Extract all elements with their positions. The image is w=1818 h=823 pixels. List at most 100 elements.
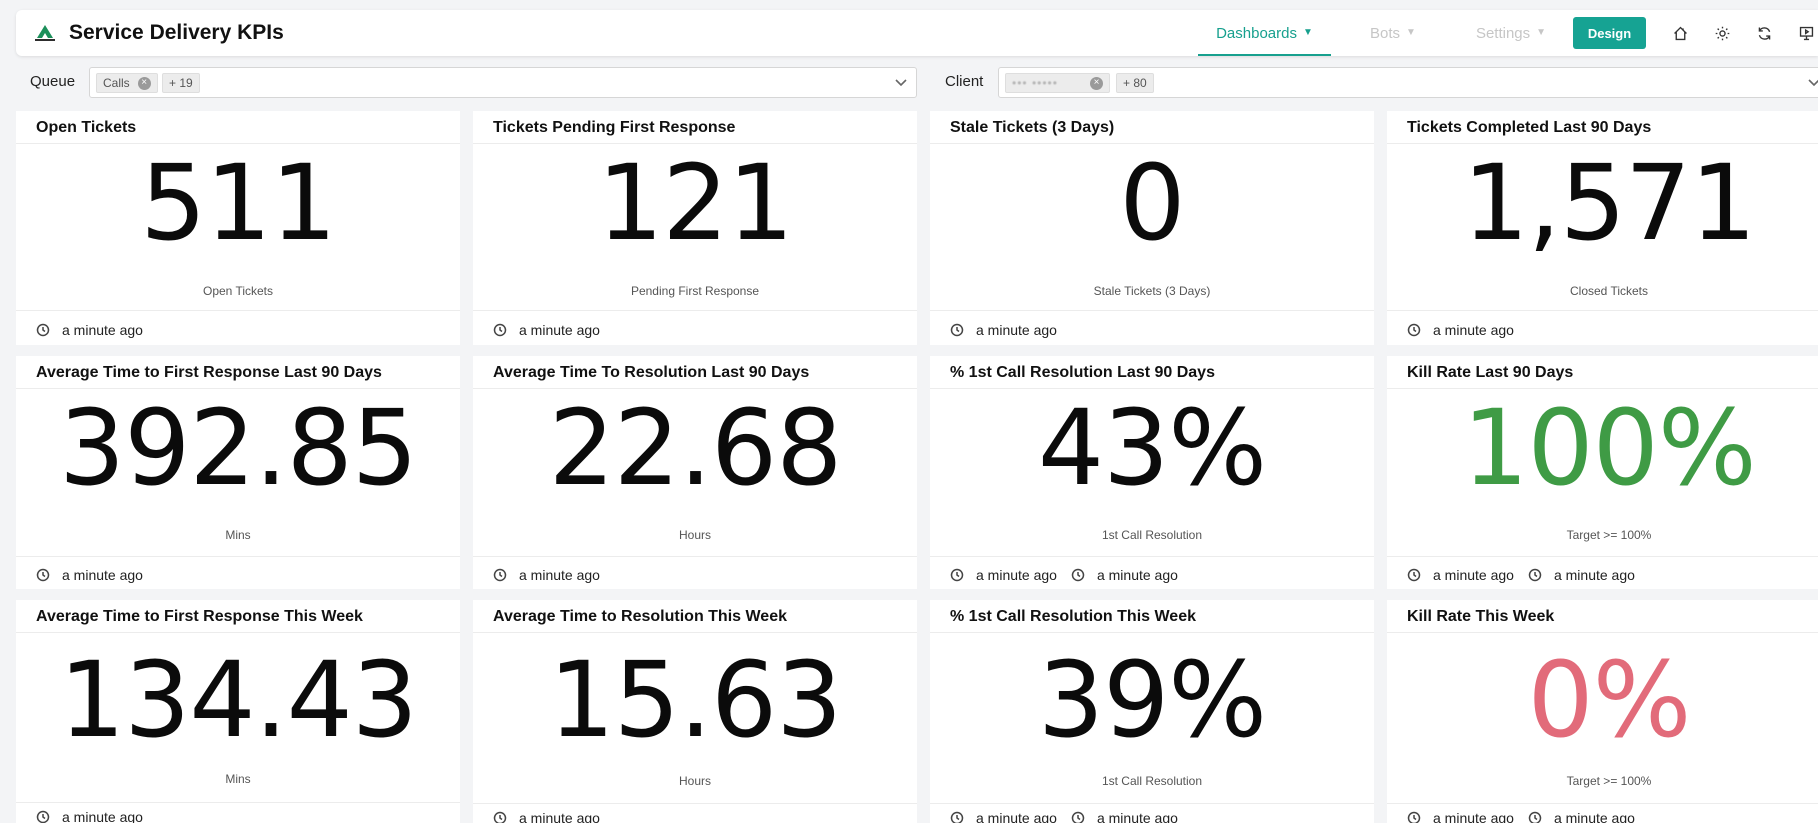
timestamp-text: a minute ago [1096,567,1178,583]
clock-icon [36,568,50,582]
divider [1387,803,1818,804]
chevron-down-icon[interactable] [1807,75,1818,91]
kpi-card-avg-resolution-90: Average Time To Resolution Last 90 Days … [473,356,917,589]
kpi-value: 392.85 [59,387,418,509]
timestamp: a minute ago [1407,810,1514,823]
divider [930,310,1374,311]
kpi-subtitle: Mins [225,772,251,786]
refresh-icon[interactable] [1754,23,1774,43]
clock-icon [493,568,507,582]
close-icon[interactable]: × [137,76,151,90]
clock-icon [36,323,50,337]
card-footer: a minute ago [1407,322,1514,338]
clock-icon [950,323,964,337]
card-footer: a minute ago a minute ago [1407,567,1635,583]
chevron-down-icon: ▼ [1406,26,1416,38]
queue-chip[interactable]: Calls × [96,73,158,93]
clock-icon [1528,568,1542,582]
divider [473,388,917,389]
nav-dashboards[interactable]: Dashboards ▼ [1198,10,1331,56]
chevron-down-icon[interactable] [894,75,910,91]
nav-dashboards-label: Dashboards [1216,24,1297,42]
timestamp-text: a minute ago [1433,567,1514,583]
timestamp: a minute ago [1071,810,1178,823]
divider [473,143,917,144]
divider [473,310,917,311]
timestamp: a minute ago [36,322,143,338]
kpi-card-avg-first-response-week: Average Time to First Response This Week… [16,600,460,823]
timestamp: a minute ago [36,567,143,583]
divider [1387,632,1818,633]
timestamp-text: a minute ago [519,322,600,338]
card-title: Average Time to Resolution This Week [493,608,787,625]
divider [16,310,460,311]
clock-icon [1407,811,1421,823]
divider [930,388,1374,389]
kpi-subtitle: 1st Call Resolution [1101,774,1203,788]
clock-icon [493,323,507,337]
timestamp: a minute ago [493,810,600,823]
card-footer: a minute ago a minute ago [950,567,1178,583]
timestamp-text: a minute ago [519,567,600,583]
close-icon[interactable]: × [1090,76,1103,90]
timestamp-text: a minute ago [976,810,1057,823]
client-more-chip[interactable]: + 80 [1116,73,1154,93]
card-title: Kill Rate This Week [1407,608,1555,625]
queue-filter-select[interactable]: Calls × + 19 [89,67,917,98]
kpi-subtitle: Hours [678,774,711,788]
card-title: % 1st Call Resolution This Week [950,608,1196,625]
timestamp: a minute ago [1071,567,1178,583]
logo-icon [35,25,55,41]
divider [16,143,460,144]
kpi-card-first-call-resolution-week: % 1st Call Resolution This Week 39% 1st … [930,600,1374,823]
kpi-value: 134.43 [59,639,418,761]
card-title: % 1st Call Resolution Last 90 Days [950,364,1215,381]
home-icon[interactable] [1670,23,1690,43]
divider [473,556,917,557]
kpi-value: 100% [1462,387,1756,509]
nav-settings[interactable]: Settings ▼ [1456,10,1566,56]
timestamp-text: a minute ago [976,322,1057,338]
client-filter-select[interactable]: ••• ••••• × + 80 [998,67,1818,98]
queue-more-chip[interactable]: + 19 [162,73,200,93]
kpi-card-stale-tickets: Stale Tickets (3 Days) 0 Stale Tickets (… [930,111,1374,345]
divider [930,803,1374,804]
card-title: Average Time to First Response This Week [36,608,363,625]
card-title: Average Time To Resolution Last 90 Days [493,364,810,381]
divider [1387,556,1818,557]
card-footer: a minute ago [36,809,143,823]
presentation-icon[interactable] [1796,23,1816,43]
client-filter-label: Client [945,73,984,90]
design-button[interactable]: Design [1573,17,1646,49]
timestamp: a minute ago [950,567,1057,583]
gear-icon[interactable] [1712,23,1732,43]
card-title: Tickets Pending First Response [493,119,736,136]
timestamp-text: a minute ago [62,322,143,338]
card-footer: a minute ago [493,322,600,338]
kpi-subtitle: Stale Tickets (3 Days) [1093,284,1211,298]
kpi-value: 0 [1119,142,1185,264]
divider [16,388,460,389]
timestamp-text: a minute ago [1096,810,1178,823]
nav-bots[interactable]: Bots ▼ [1353,10,1433,56]
timestamp: a minute ago [493,567,600,583]
queue-more-label: + 19 [169,76,193,90]
kpi-value: 1,571 [1462,142,1757,264]
clock-icon [1407,568,1421,582]
timestamp-text: a minute ago [1553,810,1635,823]
card-title: Stale Tickets (3 Days) [950,119,1115,136]
kpi-subtitle: Closed Tickets [1569,284,1649,298]
client-chip-label: ••• ••••• [1012,76,1058,90]
clock-icon [950,568,964,582]
kpi-value: 0% [1527,639,1692,761]
kpi-subtitle: Target >= 100% [1566,774,1652,788]
kpi-subtitle: Mins [225,528,251,542]
timestamp-text: a minute ago [62,809,143,823]
timestamp: a minute ago [1528,567,1635,583]
divider [930,143,1374,144]
client-chip[interactable]: ••• ••••• × [1005,73,1110,93]
kpi-subtitle: Pending First Response [630,284,760,298]
nav-bots-label: Bots [1370,24,1401,42]
kpi-subtitle: 1st Call Resolution [1101,528,1203,542]
divider [930,556,1374,557]
